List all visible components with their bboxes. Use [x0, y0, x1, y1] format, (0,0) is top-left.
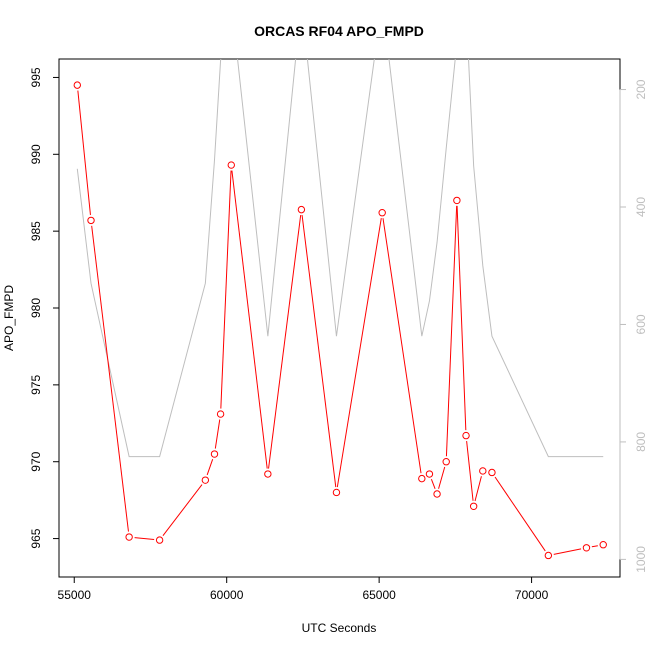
data-point	[87, 216, 95, 225]
data-point	[264, 470, 272, 478]
chart-title: ORCAS RF04 APO_FMPD	[254, 23, 424, 39]
data-point	[332, 488, 341, 497]
data-point	[425, 470, 434, 478]
data-point	[433, 490, 441, 498]
series-line-segment	[445, 205, 458, 457]
y-axis-label: APO_FMPD	[2, 285, 16, 351]
series-line-segment	[77, 90, 91, 215]
series-line-segment	[438, 466, 446, 489]
data-point	[216, 410, 225, 418]
y-axis-left: 965 970 975 980 985 990 995	[29, 67, 60, 549]
plot-frame	[58, 58, 621, 578]
series-line-segment	[553, 548, 582, 555]
data-point	[227, 161, 235, 169]
y-tick-label: 970	[29, 451, 43, 471]
data-point	[453, 196, 461, 205]
data-point	[378, 209, 386, 217]
y2-tick-label: 1000	[634, 546, 648, 573]
x-axis-label: UTC Seconds	[302, 621, 377, 635]
y2-tick-label: 600	[634, 314, 648, 334]
x-axis: 55000 60000 65000 70000	[58, 576, 549, 602]
data-point	[442, 458, 450, 466]
y2-tick-label: 800	[634, 432, 648, 452]
series-line-segment	[456, 205, 467, 431]
series-line-segment	[134, 537, 155, 541]
series-line-segment	[206, 459, 214, 476]
series-layer	[73, 59, 607, 560]
x-tick-label: 60000	[210, 588, 244, 602]
x-tick-label: 65000	[362, 588, 396, 602]
y-tick-label: 995	[29, 67, 43, 87]
series-line-segment	[591, 545, 598, 548]
data-point	[73, 81, 81, 89]
series-line	[76, 59, 604, 458]
y-tick-label: 985	[29, 221, 43, 241]
y2-tick-label: 400	[634, 197, 648, 217]
y2-tick-label: 200	[634, 79, 648, 99]
series-line-segment	[430, 478, 436, 490]
y-axis-right: 200 400 600 800 1000	[619, 79, 648, 573]
data-point	[418, 474, 426, 483]
data-point	[125, 533, 133, 541]
series-line-segment	[494, 476, 546, 552]
series-line-segment	[474, 476, 482, 502]
data-point	[201, 476, 210, 484]
x-tick-label: 70000	[515, 588, 549, 602]
y-tick-label: 980	[29, 298, 43, 318]
y-tick-label: 975	[29, 375, 43, 395]
data-point	[469, 502, 478, 510]
series-line-segment	[466, 441, 474, 501]
data-point	[297, 205, 306, 214]
series-line-segment	[91, 225, 129, 532]
data-point	[582, 544, 591, 552]
y-tick-label: 990	[29, 144, 43, 164]
data-point	[479, 467, 487, 475]
y-tick-label: 965	[29, 528, 43, 548]
series-line-segment	[301, 215, 337, 488]
series-line-segment	[268, 215, 302, 469]
series-line-segment	[220, 170, 232, 409]
data-point	[544, 551, 553, 560]
x-tick-label: 55000	[58, 588, 92, 602]
series-line-segment	[162, 484, 203, 537]
data-point	[599, 541, 607, 549]
series-line-segment	[214, 419, 221, 449]
data-point	[155, 536, 164, 544]
data-point	[462, 431, 470, 440]
series-line-segment	[336, 218, 382, 488]
data-point	[210, 450, 219, 458]
series-line-segment	[382, 218, 422, 474]
data-point	[488, 468, 496, 477]
series-line-segment	[231, 170, 268, 469]
